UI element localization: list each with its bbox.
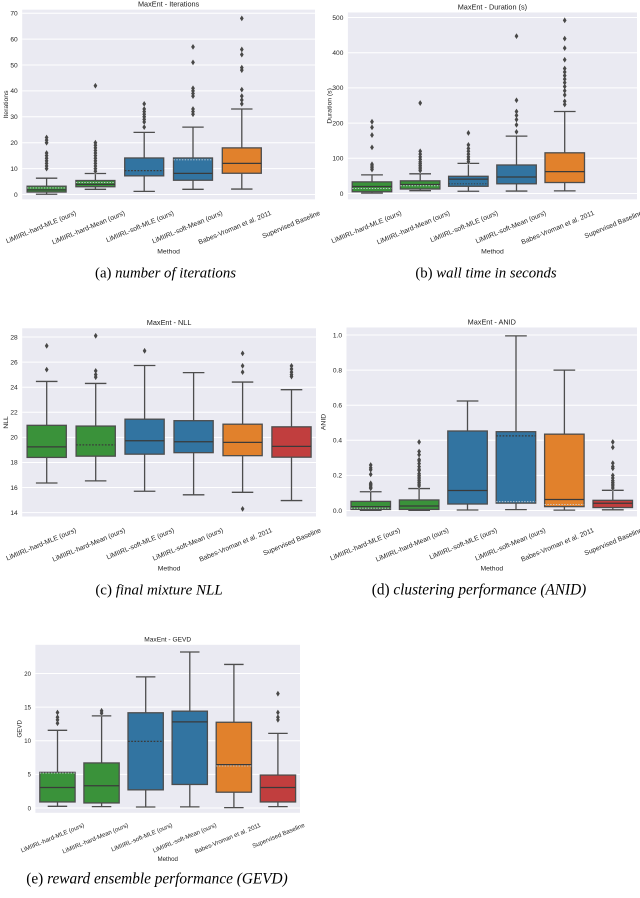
svg-text:0.0: 0.0 [333,508,342,515]
svg-text:20: 20 [10,435,18,442]
svg-text:(b) wall time in seconds: (b) wall time in seconds [415,266,557,282]
svg-text:500: 500 [332,15,343,22]
svg-text:(e) reward ensemble performanc: (e) reward ensemble performance (GEVD) [26,871,287,888]
svg-text:0.8: 0.8 [333,367,342,374]
svg-text:ANID: ANID [321,414,328,430]
svg-text:0: 0 [14,192,18,199]
svg-text:5: 5 [28,773,32,779]
svg-text:16: 16 [10,485,18,492]
svg-text:(d) clustering performance (AN: (d) clustering performance (ANID) [372,582,587,599]
svg-text:14: 14 [10,510,18,517]
svg-text:Method: Method [481,248,504,255]
svg-text:Duration (s): Duration (s) [327,88,334,124]
svg-text:10: 10 [24,739,31,745]
svg-text:300: 300 [332,85,343,92]
svg-text:24: 24 [10,385,18,392]
svg-text:1.0: 1.0 [333,332,342,339]
svg-text:200: 200 [332,120,343,127]
svg-text:0.4: 0.4 [333,438,342,445]
svg-text:30: 30 [10,114,18,121]
svg-text:MaxEnt - Iterations: MaxEnt - Iterations [138,0,200,9]
svg-text:20: 20 [24,672,31,678]
svg-text:70: 70 [10,11,18,18]
svg-text:0: 0 [28,806,32,812]
svg-text:10: 10 [10,166,18,173]
svg-text:100: 100 [332,156,343,163]
svg-text:400: 400 [332,50,343,57]
svg-text:Iterations: Iterations [3,90,10,119]
svg-text:(c) final mixture NLL: (c) final mixture NLL [95,583,222,599]
svg-text:Method: Method [480,566,503,573]
svg-text:Method: Method [158,566,181,573]
svg-text:Method: Method [157,856,178,863]
svg-text:60: 60 [10,36,18,43]
svg-text:MaxEnt - Duration (s): MaxEnt - Duration (s) [458,2,527,11]
svg-text:(a) number of iterations: (a) number of iterations [95,266,236,282]
svg-text:18: 18 [10,460,18,467]
svg-text:0: 0 [340,191,344,198]
svg-text:NLL: NLL [3,416,10,429]
svg-text:15: 15 [24,705,31,711]
svg-text:MaxEnt - NLL: MaxEnt - NLL [147,318,192,327]
svg-text:28: 28 [10,334,18,341]
svg-text:MaxEnt - ANID: MaxEnt - ANID [468,317,516,326]
svg-text:50: 50 [10,62,18,69]
svg-text:20: 20 [10,140,18,147]
svg-text:22: 22 [10,410,18,417]
svg-text:GEVD: GEVD [16,720,23,738]
svg-text:Method: Method [157,248,180,255]
svg-text:26: 26 [10,359,18,366]
svg-text:0.2: 0.2 [333,473,342,480]
svg-text:MaxEnt - GEVD: MaxEnt - GEVD [144,637,191,644]
svg-text:40: 40 [10,88,18,95]
svg-text:0.6: 0.6 [333,403,342,410]
